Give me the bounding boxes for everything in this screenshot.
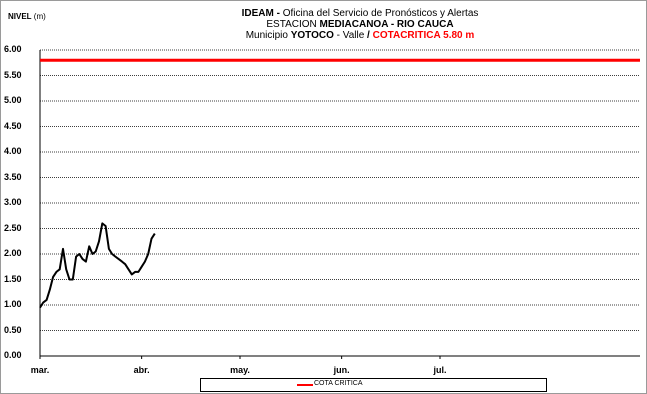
y-tick-label: 3.50 [4, 171, 22, 182]
y-tick-label: 5.00 [4, 95, 22, 105]
legend-label-critical: COTA CRITICA [314, 380, 363, 387]
y-tick-label: 1.00 [4, 299, 22, 309]
legend: COTA CRITICA [200, 378, 547, 392]
y-tick-label: 0.00 [4, 350, 22, 360]
y-tick-label: 3.00 [4, 197, 22, 207]
title-line-1: IDEAM - Oficina del Servicio de Pronósti… [241, 8, 479, 19]
y-tick-label: 4.00 [4, 146, 22, 156]
y-tick-label: 6.00 [4, 44, 22, 54]
x-tick-label: jun. [333, 365, 350, 375]
y-tick-label: 2.00 [4, 248, 22, 258]
water-level-series-line [39, 222, 156, 309]
y-tick-label: 5.50 [4, 69, 22, 80]
legend-swatch-critical [297, 384, 313, 386]
y-tick-label: 4.50 [4, 120, 22, 131]
chart-title: IDEAM - Oficina del Servicio de Pronósti… [150, 8, 570, 41]
x-tick-marks [39, 356, 441, 359]
y-axis-label: NIVEL (m) [8, 12, 46, 21]
y-tick-label: 0.50 [4, 324, 22, 335]
x-tick-label: jul. [433, 365, 447, 375]
x-tick-label: may. [230, 365, 250, 375]
grid-lines [40, 49, 640, 331]
x-tick-label: mar. [30, 365, 50, 375]
x-tick-label: abr. [133, 365, 150, 375]
y-tick-label: 1.50 [4, 273, 22, 284]
title-line-2: ESTACION MEDIACANOA - RIO CAUCA [266, 19, 454, 30]
y-tick-label: 2.50 [4, 222, 22, 233]
title-line-3: Municipio YOTOCO - Valle / COTACRITICA 5… [245, 30, 475, 41]
